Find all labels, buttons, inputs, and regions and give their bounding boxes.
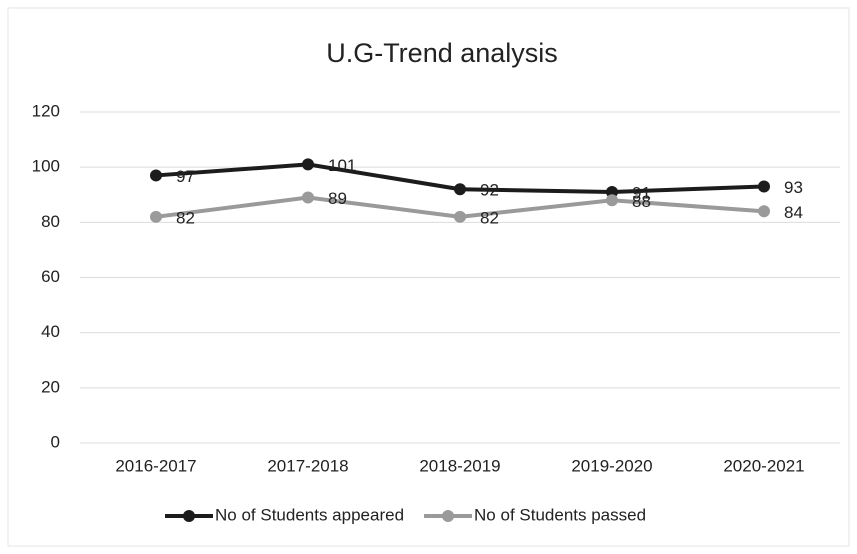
legend-label: No of Students passed xyxy=(474,505,646,524)
data-point xyxy=(454,183,466,196)
legend-marker xyxy=(442,510,455,522)
data-label: 92 xyxy=(480,181,499,200)
data-label: 97 xyxy=(176,167,195,186)
data-label: 89 xyxy=(328,189,347,208)
x-tick-label: 2020-2021 xyxy=(723,456,804,475)
data-point xyxy=(302,158,314,171)
data-point xyxy=(758,180,770,193)
data-point xyxy=(150,169,162,182)
data-label: 82 xyxy=(480,208,499,227)
data-label: 88 xyxy=(632,192,651,211)
data-point xyxy=(606,194,618,207)
data-label: 84 xyxy=(784,203,803,222)
legend-label: No of Students appeared xyxy=(215,505,404,524)
data-label: 91 xyxy=(632,183,651,202)
data-label: 93 xyxy=(784,178,803,197)
x-tick-label: 2016-2017 xyxy=(115,456,196,475)
chart-title: U.G-Trend analysis xyxy=(326,38,558,68)
x-tick-label: 2019-2020 xyxy=(571,456,652,475)
y-tick-label: 100 xyxy=(32,157,60,176)
y-tick-label: 0 xyxy=(51,432,60,451)
y-tick-label: 120 xyxy=(32,101,60,120)
y-tick-label: 20 xyxy=(41,377,60,396)
y-tick-label: 60 xyxy=(41,267,60,286)
y-tick-label: 80 xyxy=(41,212,60,231)
x-tick-label: 2018-2019 xyxy=(419,456,500,475)
y-tick-label: 40 xyxy=(41,322,60,341)
x-tick-label: 2017-2018 xyxy=(267,456,348,475)
data-label: 101 xyxy=(328,156,356,175)
data-point xyxy=(454,210,466,223)
data-label: 82 xyxy=(176,208,195,227)
data-point xyxy=(302,191,314,204)
data-point xyxy=(150,210,162,223)
data-point xyxy=(606,185,618,198)
data-point xyxy=(758,205,770,218)
legend-marker xyxy=(183,510,195,522)
